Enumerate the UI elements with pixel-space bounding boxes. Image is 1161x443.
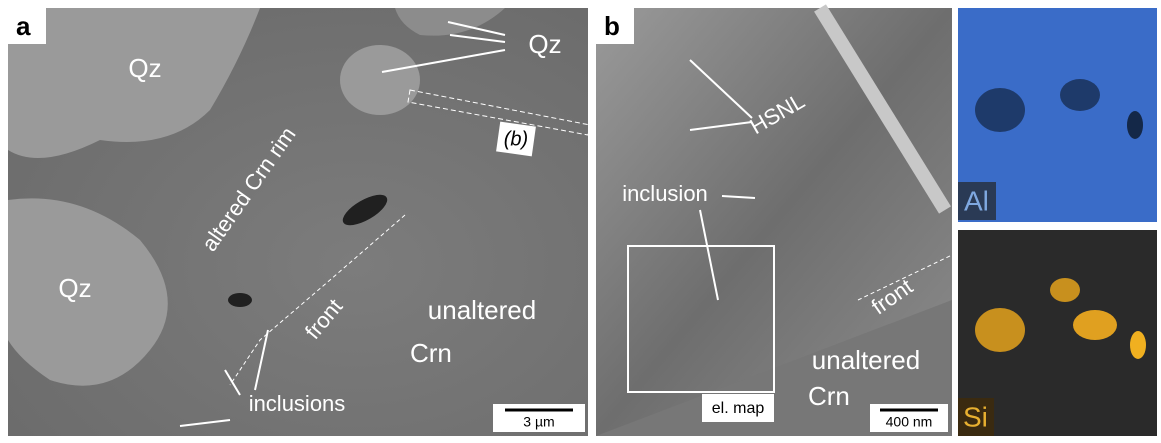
panel-b: b HSNL inclusion front unaltered Crn el.… <box>596 4 953 436</box>
quartz-grain <box>8 198 168 386</box>
annotation: (b) <box>504 128 528 150</box>
annotation: unaltered <box>812 345 920 375</box>
leader-line <box>689 59 756 301</box>
tag-box <box>496 121 536 157</box>
map-label: Al <box>964 185 989 216</box>
panel-a: a Qz Qz Qz altered Crn rim (b) front una… <box>8 8 591 436</box>
panel-label: b <box>604 11 620 41</box>
map-label: Si <box>963 401 988 432</box>
lamella <box>814 4 951 214</box>
leader-line <box>179 21 506 427</box>
annotation: Crn <box>410 338 452 368</box>
tag-box <box>958 182 996 220</box>
quartz-grain <box>8 8 260 158</box>
scale-label: 400 nm <box>886 414 933 430</box>
tag-box <box>8 8 46 44</box>
front-line <box>857 254 953 301</box>
map-blob <box>1060 79 1100 111</box>
map-blob <box>975 88 1025 132</box>
annotation: inclusion <box>622 181 708 206</box>
annotation: Qz <box>528 29 561 59</box>
annotation: el. map <box>712 400 765 417</box>
annotation: Qz <box>128 53 161 83</box>
inclusion-blob <box>342 194 388 226</box>
region-outline <box>407 89 591 136</box>
annotation: inclusions <box>249 391 346 416</box>
quartz-grain <box>340 45 420 115</box>
map-outline <box>627 245 775 393</box>
annotation: Qz <box>58 273 91 303</box>
tag-box <box>958 398 994 436</box>
annotation: unaltered <box>428 295 536 325</box>
map-blob <box>1050 278 1080 302</box>
front-line <box>229 214 406 386</box>
tag-box <box>596 8 634 44</box>
panel-label: a <box>16 11 31 41</box>
map-blob <box>1127 111 1143 139</box>
element-maps: Al Si <box>958 8 1157 436</box>
map-blob <box>975 308 1025 352</box>
inclusion-blob <box>228 293 252 307</box>
scale-label: 3 µm <box>523 414 554 430</box>
map-blob <box>1130 331 1146 359</box>
annotation: Crn <box>808 381 850 411</box>
tag-box <box>702 394 774 422</box>
map-blob <box>1073 310 1117 340</box>
